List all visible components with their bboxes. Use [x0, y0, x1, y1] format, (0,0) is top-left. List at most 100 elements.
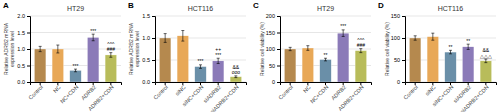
error-bar-stem — [485, 59, 486, 63]
y-tick: 0.5 — [142, 57, 155, 63]
bar — [105, 55, 116, 82]
annotation: && — [233, 64, 240, 70]
annotation: *** — [340, 23, 346, 29]
y-tick: 1.0 — [142, 35, 155, 41]
y-tick: 200 — [266, 13, 280, 19]
y-axis-title-line: Relative cell viability (%) — [259, 22, 265, 76]
y-tick: 100 — [266, 46, 280, 52]
y-tick: 0 — [272, 79, 280, 85]
error-bar — [109, 53, 112, 58]
y-axis-line — [152, 17, 156, 83]
annotation: ### — [357, 42, 366, 48]
bar — [52, 49, 63, 82]
x-tick: ADRB2+CDN — [337, 82, 365, 112]
error-bar-cap — [234, 77, 237, 78]
error-bar-cap — [181, 41, 184, 42]
annotation: ^^^ — [357, 37, 365, 43]
x-tick: NC — [302, 82, 312, 94]
y-axis-title-line: expression level — [9, 31, 15, 67]
x-tick: ADRB2 — [80, 82, 97, 101]
annotations: ******++ooo&& — [198, 46, 241, 75]
y-tick-mark — [27, 66, 30, 67]
y-tick-mark — [277, 49, 280, 50]
error-bar — [306, 46, 309, 51]
x-tick-label: NC — [302, 84, 312, 94]
x-tick: ADRB2+CDN — [87, 82, 115, 112]
x-tick-label: NC+CDN — [59, 84, 80, 105]
error-bar — [56, 45, 59, 53]
error-bar-stem — [75, 69, 76, 72]
bar — [409, 38, 420, 82]
title: HCT116 — [438, 5, 464, 12]
y-tick-label: 1.0 — [17, 46, 25, 52]
y-tick-mark — [27, 16, 30, 17]
error-bar — [289, 47, 292, 50]
error-bar-cap — [164, 42, 167, 43]
x-tick: siNC+CDN — [181, 82, 204, 107]
bar — [230, 77, 241, 82]
y-axis-title-line: expression level — [134, 31, 140, 67]
grid-line — [155, 16, 246, 17]
y-tick: 2.0 — [17, 13, 30, 19]
error-bar-cap — [431, 33, 434, 34]
error-bar-stem — [450, 50, 451, 54]
bar — [337, 33, 348, 82]
annotations: *****###^^^ — [324, 23, 366, 57]
error-bar-cap — [342, 29, 345, 30]
y-axis-line — [277, 17, 281, 83]
bar — [445, 52, 456, 82]
error-bar-cap — [199, 64, 202, 65]
error-bar — [199, 65, 202, 69]
y-tick-label: 100 — [266, 46, 275, 52]
y-axis-title-line: Relative ADRB2 mRNA — [3, 22, 9, 75]
grid-line — [30, 16, 121, 17]
error-bar-cap — [306, 50, 309, 51]
error-bar-stem — [110, 53, 111, 58]
y-axis-title-line: Relative ADRB2 mRNA — [128, 22, 134, 75]
error-bar-cap — [324, 58, 327, 59]
error-bar-cap — [109, 57, 112, 58]
panel-label: D — [378, 1, 384, 10]
bar — [34, 49, 45, 82]
error-bar-cap — [431, 40, 434, 41]
error-bar-stem — [93, 34, 94, 41]
x-tick: siADRB2+CDN — [459, 82, 490, 112]
title: HT29 — [317, 5, 334, 12]
y-tick-label: 2.0 — [17, 13, 25, 19]
marks — [284, 30, 366, 82]
error-bar-cap — [199, 68, 202, 69]
y-tick-label: 0.5 — [142, 57, 150, 63]
annotations: ****△△△&& — [449, 38, 492, 59]
error-bar-cap — [342, 36, 345, 37]
x-tick: Control — [402, 82, 419, 101]
bar — [177, 36, 188, 82]
error-bar-cap — [217, 58, 220, 59]
error-bar-cap — [56, 45, 59, 46]
x-tick-label: siNC — [424, 84, 437, 97]
y-tick: 50 — [269, 63, 280, 69]
y-tick-label: 0 — [272, 79, 275, 85]
figure: ******###^^^0.00.51.01.52.0ControlNCNC+C… — [0, 0, 500, 112]
bar — [70, 70, 81, 82]
marks — [34, 34, 116, 82]
y-tick-label: 150 — [266, 30, 275, 36]
error-bar-cap — [484, 59, 487, 60]
error-bar-cap — [39, 46, 42, 47]
error-bar-stem — [182, 31, 183, 42]
annotation: ** — [449, 44, 453, 50]
error-bar-cap — [164, 33, 167, 34]
marks — [409, 33, 491, 82]
panel-label: C — [253, 1, 259, 10]
error-bar — [324, 58, 327, 61]
error-bar-cap — [56, 52, 59, 53]
error-bar — [414, 36, 417, 40]
error-bar-cap — [217, 63, 220, 64]
y-axis: 050100150 — [391, 13, 406, 85]
grid-line — [405, 16, 496, 17]
y-tick-label: 0.5 — [17, 63, 25, 69]
grid — [405, 16, 496, 82]
error-bar-stem — [218, 58, 219, 63]
error-bar-stem — [360, 49, 361, 53]
x-tick: siNC — [174, 82, 187, 97]
error-bar-cap — [306, 45, 309, 46]
